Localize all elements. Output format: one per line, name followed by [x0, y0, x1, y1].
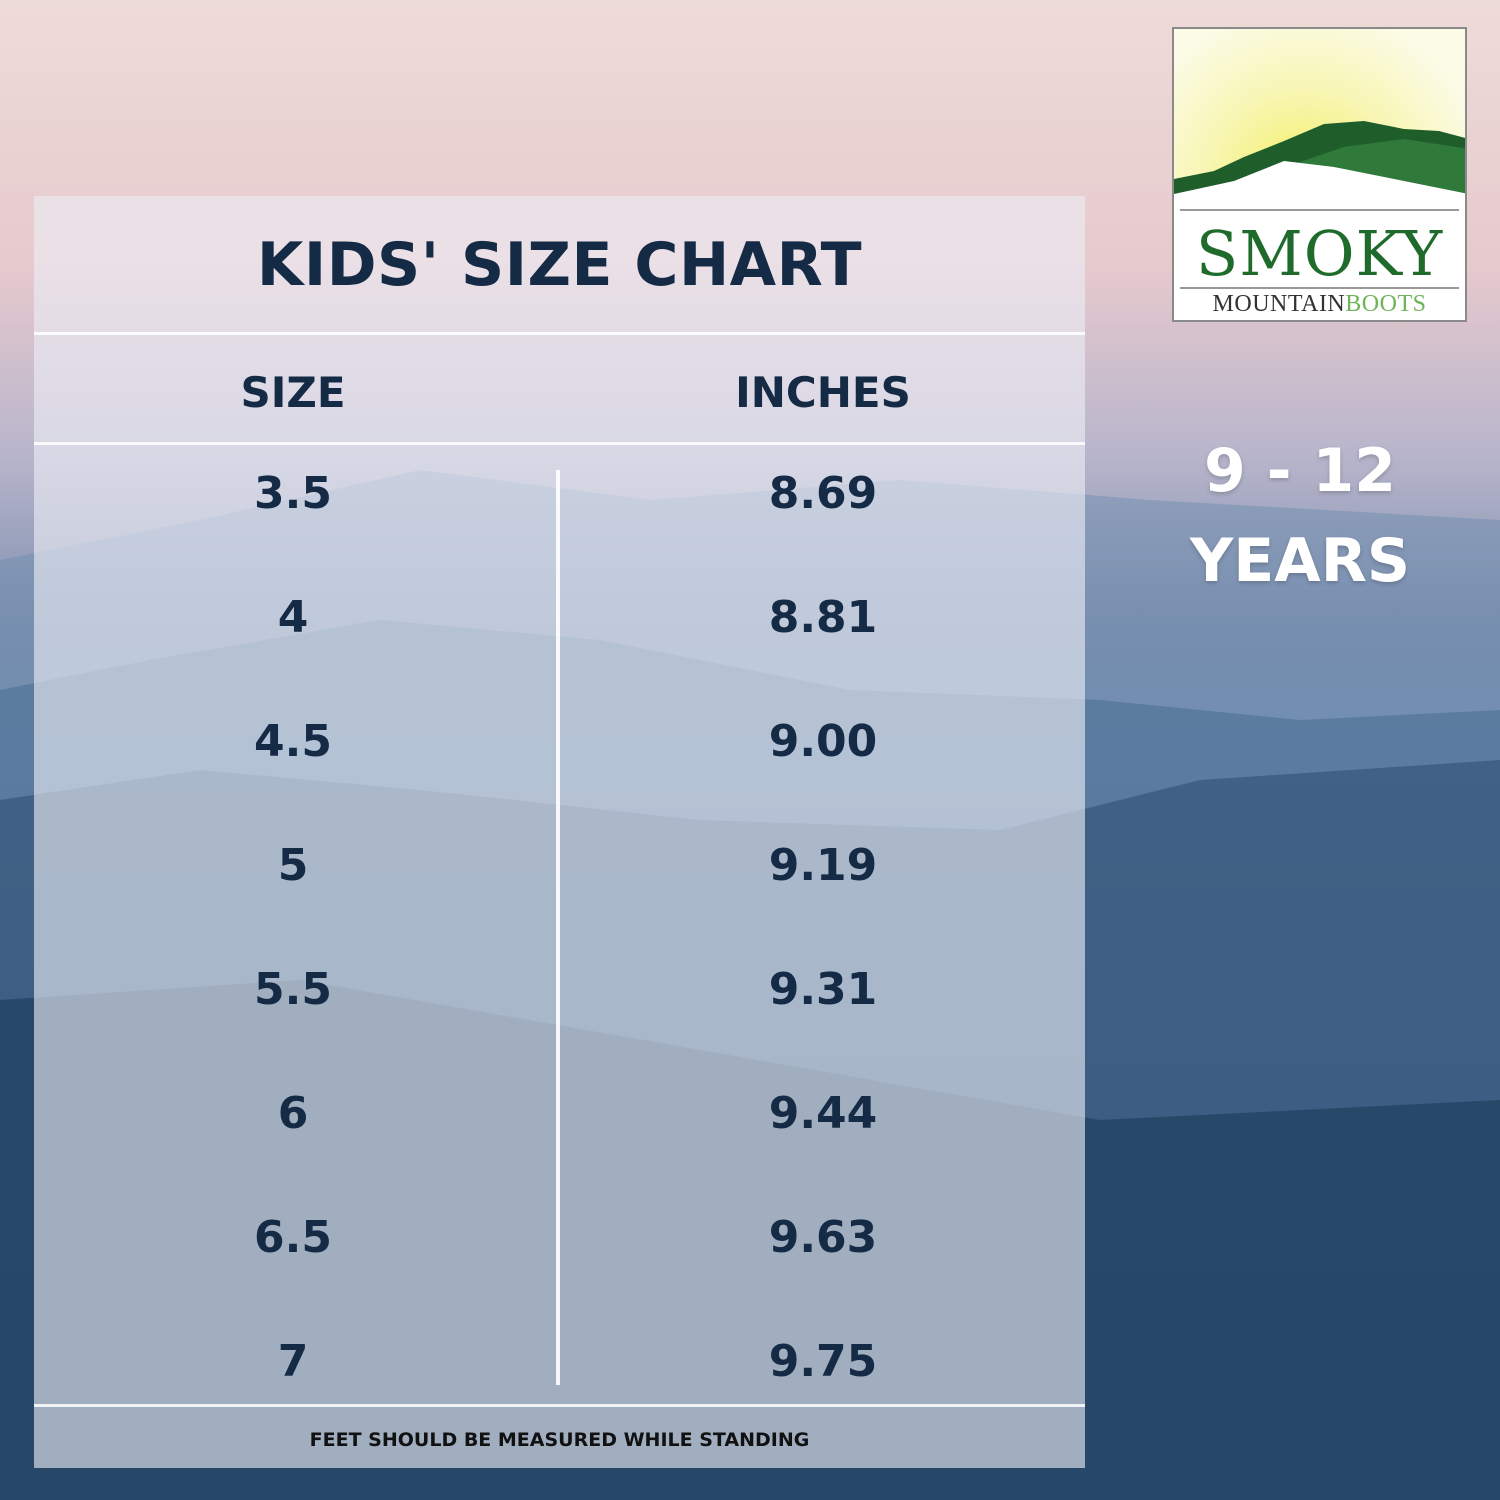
inches-cell: 8.69 [768, 468, 878, 519]
size-cell: 5.5 [254, 964, 332, 1015]
column-header-size: SIZE [240, 368, 346, 417]
inches-cell: 9.44 [768, 1088, 878, 1139]
footnote: FEET SHOULD BE MEASURED WHILE STANDING [309, 1429, 810, 1451]
inches-cell: 8.81 [768, 592, 878, 643]
divider [34, 1404, 1085, 1407]
inches-cell: 9.63 [768, 1212, 878, 1263]
mountain-logo-icon [1174, 121, 1465, 209]
size-cell: 5 [277, 840, 309, 891]
divider [34, 332, 1085, 335]
age-unit: YEARS [1189, 526, 1411, 596]
logo-word-boots: BOOTS [1345, 291, 1427, 317]
divider [34, 442, 1085, 445]
logo-word-smoky: SMOKY [1195, 217, 1444, 290]
chart-title: KIDS' SIZE CHART [256, 230, 863, 300]
inches-cell: 9.31 [768, 964, 878, 1015]
size-cell: 3.5 [254, 468, 332, 519]
column-divider [556, 470, 560, 1385]
age-range: 9 - 12 [1204, 436, 1396, 506]
size-cell: 6.5 [254, 1212, 332, 1263]
size-cell: 4.5 [254, 716, 332, 767]
inches-cell: 9.19 [768, 840, 878, 891]
inches-cell: 9.00 [768, 716, 878, 767]
logo-word-mountain: MOUNTAIN [1212, 291, 1346, 317]
size-chart-panel: KIDS' SIZE CHART SIZE INCHES 3.5 8.69 4 8.8… [34, 196, 1085, 1468]
size-cell: 6 [277, 1088, 309, 1139]
column-header-inches: INCHES [735, 368, 911, 417]
size-cell: 4 [277, 592, 309, 643]
smoky-mountain-boots-logo: SMOKY MOUNTAINBOOTS [1172, 27, 1467, 322]
inches-cell: 9.75 [768, 1336, 878, 1387]
size-cell: 7 [277, 1336, 309, 1387]
